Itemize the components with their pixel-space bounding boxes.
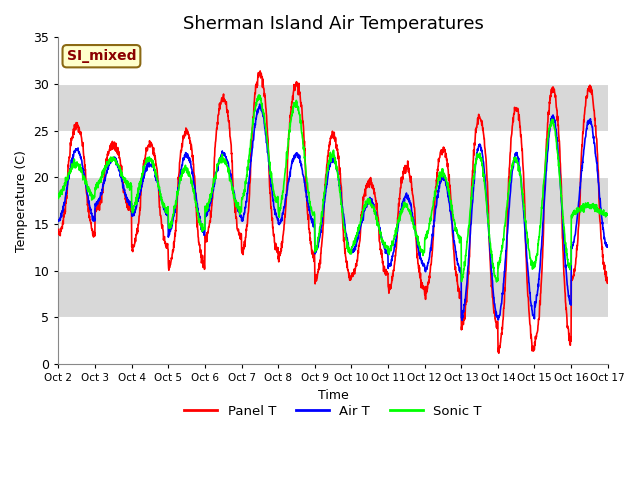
Sonic T: [255, 92, 263, 98]
Air T: [571, 233, 579, 239]
Panel T: [54, 227, 62, 232]
Panel T: [604, 277, 612, 283]
Bar: [58, 84, 608, 131]
Panel T: [493, 319, 500, 324]
Sonic T: [361, 202, 369, 208]
Panel T: [495, 350, 502, 356]
Panel T: [349, 273, 357, 279]
Air T: [349, 248, 357, 254]
Bar: [58, 178, 608, 224]
Y-axis label: Temperature (C): Temperature (C): [15, 150, 28, 252]
Sonic T: [556, 174, 563, 180]
Line: Air T: Air T: [58, 104, 608, 320]
Text: SI_mixed: SI_mixed: [67, 49, 136, 63]
Title: Sherman Island Air Temperatures: Sherman Island Air Temperatures: [182, 15, 483, 33]
Sonic T: [493, 278, 501, 284]
Air T: [556, 171, 563, 177]
Sonic T: [54, 195, 62, 201]
Bar: [58, 37, 608, 84]
Sonic T: [493, 279, 500, 285]
Panel T: [208, 204, 216, 209]
Panel T: [361, 186, 369, 192]
Legend: Panel T, Air T, Sonic T: Panel T, Air T, Sonic T: [179, 399, 487, 423]
Line: Panel T: Panel T: [58, 71, 608, 353]
Air T: [54, 218, 62, 224]
X-axis label: Time: Time: [317, 389, 348, 402]
Panel T: [257, 68, 264, 74]
Sonic T: [208, 190, 216, 196]
Air T: [361, 206, 369, 212]
Sonic T: [571, 210, 579, 216]
Air T: [458, 317, 466, 323]
Bar: [58, 131, 608, 178]
Sonic T: [604, 212, 612, 218]
Bar: [58, 271, 608, 317]
Sonic T: [349, 241, 357, 247]
Air T: [256, 101, 264, 107]
Panel T: [571, 267, 579, 273]
Bar: [58, 224, 608, 271]
Air T: [493, 314, 501, 320]
Line: Sonic T: Sonic T: [58, 95, 608, 282]
Bar: [58, 317, 608, 364]
Air T: [604, 244, 612, 250]
Panel T: [556, 144, 563, 149]
Air T: [208, 195, 216, 201]
